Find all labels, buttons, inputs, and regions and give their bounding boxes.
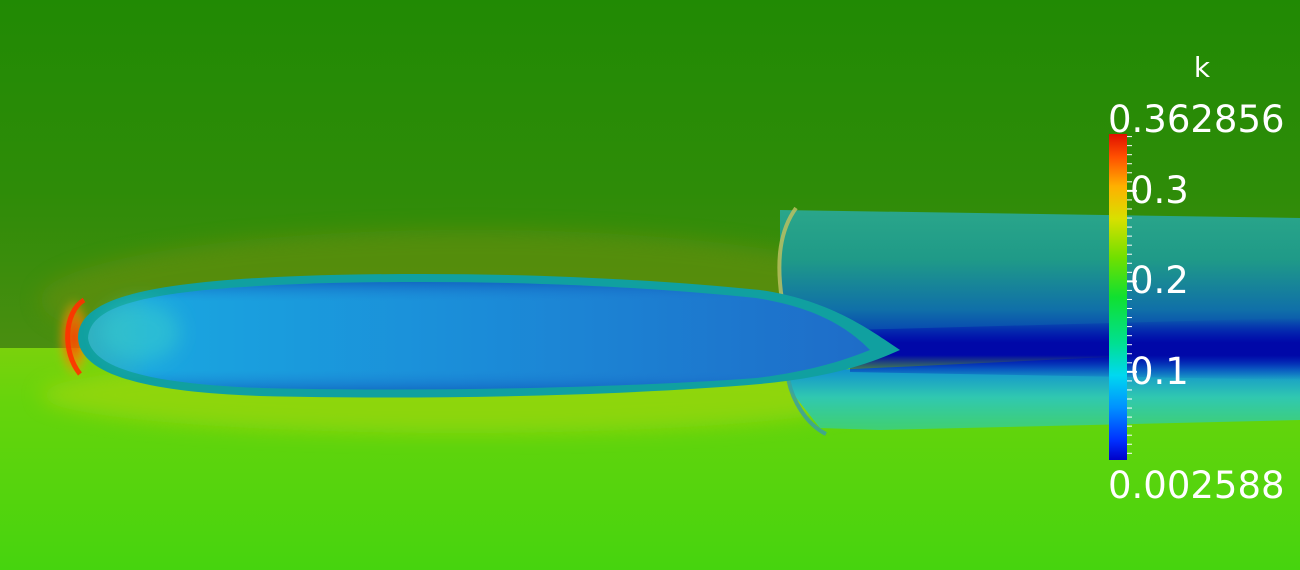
wake-upper-band (780, 210, 1300, 352)
colorbar-tick-label: 0.3 (1130, 168, 1189, 212)
color-legend: k 0.362856 0.3 0.2 0.1 0.002588 (1100, 48, 1300, 518)
nose-highlight (100, 302, 180, 362)
legend-max-label: 0.362856 (1108, 98, 1285, 141)
colorbar-tick-label: 0.2 (1130, 259, 1189, 303)
legend-min-label: 0.002588 (1108, 464, 1285, 507)
wake-core (850, 318, 1300, 380)
legend-title: k (1193, 51, 1211, 84)
leading-edge-red-arc (65, 297, 86, 376)
colorbar-tick-label: 0.1 (1130, 349, 1189, 393)
body-interior-shading (88, 281, 870, 390)
leading-edge-glow (58, 298, 90, 378)
colorbar-ticks (1127, 136, 1137, 454)
upper-shear-edge (777, 206, 798, 301)
colorbar (1109, 134, 1127, 460)
lower-shear-edge (786, 377, 827, 436)
